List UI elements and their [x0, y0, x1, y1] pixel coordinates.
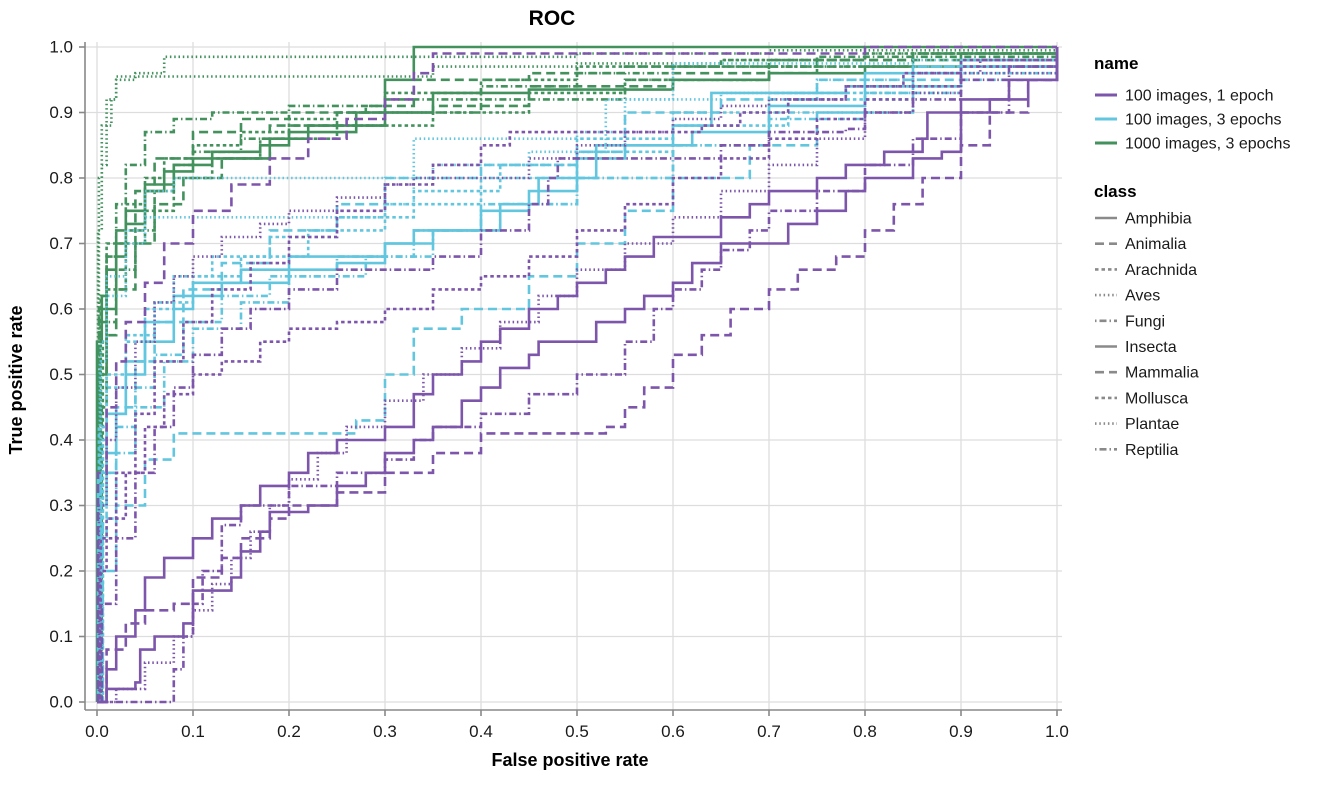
y-tick-label: 0.6	[49, 300, 73, 319]
legend-class-item-mammalia: Mammalia	[1125, 365, 1199, 382]
legend-name-item-100-images-3-epochs: 100 images, 3 epochs	[1125, 112, 1282, 129]
roc-curve-1000-images-3-epochs-reptilia	[97, 47, 1059, 704]
roc-curve-100-images-3-epochs-mammalia	[97, 47, 1059, 704]
y-tick-label: 0.5	[49, 365, 73, 384]
roc-curve-1000-images-3-epochs-fungi	[97, 47, 1059, 704]
x-tick-label: 0.5	[565, 722, 589, 741]
x-tick-label: 0.2	[277, 722, 301, 741]
x-tick-label: 0.3	[373, 722, 397, 741]
x-tick-label: 1.0	[1045, 722, 1069, 741]
x-tick-label: 0.6	[661, 722, 685, 741]
legend-class-item-reptilia: Reptilia	[1125, 442, 1178, 459]
legend-class-item-plantae: Plantae	[1125, 416, 1179, 433]
x-tick-label: 0.1	[181, 722, 205, 741]
y-tick-label: 1.0	[49, 38, 73, 57]
roc-curve-1000-images-3-epochs-plantae	[96, 47, 1059, 704]
roc-curve-100-images-1-epoch-mollusca	[97, 47, 1059, 704]
y-tick-label: 0.8	[49, 169, 73, 188]
y-tick-label: 0.9	[49, 103, 73, 122]
roc-curve-100-images-3-epochs-mollusca	[97, 47, 1059, 704]
y-axis-title: True positive rate	[6, 305, 26, 454]
y-tick-label: 0.7	[49, 234, 73, 253]
legend-class-item-arachnida: Arachnida	[1125, 262, 1197, 279]
roc-curve-100-images-1-epoch-animalia	[96, 45, 1057, 704]
axis-layer: 0.0 0.0 0.1 0.1 0.2 0.2 0.3 0.3 0.4 0.4 0.5 0.5 0.6 0…	[49, 38, 1068, 742]
y-tick-label: 0.2	[49, 562, 73, 581]
legend-class-item-amphibia: Amphibia	[1125, 211, 1192, 228]
label-layer: ROC False positive rate True positive ra…	[6, 7, 1138, 770]
legend-class-item-fungi: Fungi	[1125, 313, 1165, 330]
legend-class-item-mollusca: Mollusca	[1125, 390, 1188, 407]
legend-name-header: name	[1094, 54, 1138, 73]
legend-name-item-100-images-1-epoch: 100 images, 1 epoch	[1125, 88, 1274, 105]
y-tick-label: 0.3	[49, 496, 73, 515]
x-tick-label: 0.7	[757, 722, 781, 741]
x-tick-label: 0.8	[853, 722, 877, 741]
legend-layer: 100 images, 1 epoch 100 images, 3 epochs 1…	[1095, 88, 1290, 459]
x-axis-title: False positive rate	[491, 750, 648, 770]
legend-class-item-insecta: Insecta	[1125, 339, 1177, 356]
roc-curve-100-images-1-epoch-mammalia	[97, 47, 1059, 704]
legend-name-item-1000-images-3-epochs: 1000 images, 3 epochs	[1125, 136, 1290, 153]
series-layer	[95, 45, 1059, 704]
roc-curve-100-images-1-epoch-fungi	[97, 47, 1059, 704]
roc-curve-1000-images-3-epochs-insecta	[96, 45, 1057, 704]
x-tick-label: 0.9	[949, 722, 973, 741]
y-tick-label: 0.0	[49, 693, 73, 712]
x-tick-label: 0.4	[469, 722, 493, 741]
chart-title: ROC	[529, 7, 576, 30]
legend-class-header: class	[1094, 182, 1137, 201]
y-tick-label: 0.4	[49, 431, 73, 450]
roc-curve-100-images-1-epoch-arachnida	[97, 47, 1059, 704]
y-tick-label: 0.1	[49, 627, 73, 646]
legend-class-item-aves: Aves	[1125, 288, 1160, 305]
grid-layer	[85, 42, 1062, 710]
roc-curve-100-images-3-epochs-insecta	[96, 47, 1059, 704]
x-tick-label: 0.0	[85, 722, 109, 741]
roc-curve-100-images-1-epoch-plantae	[97, 47, 1059, 704]
roc-curve-100-images-1-epoch-reptilia	[97, 47, 1059, 704]
legend-class-item-animalia: Animalia	[1125, 236, 1186, 253]
